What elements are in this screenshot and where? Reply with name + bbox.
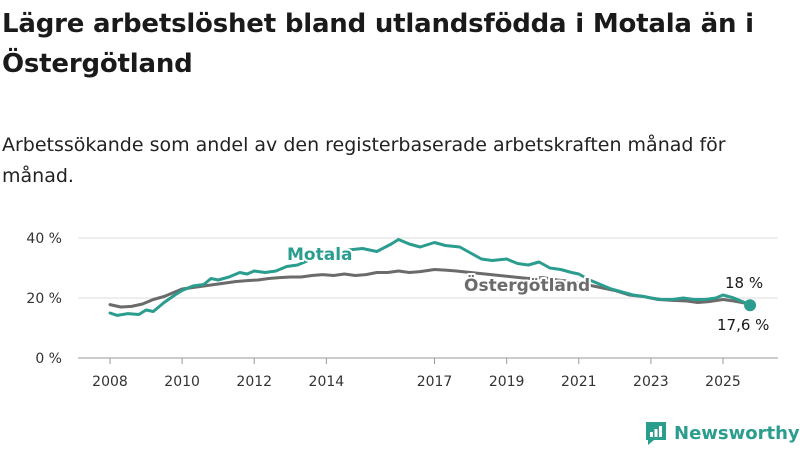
chart-title: Lägre arbetslöshet bland utlandsfödda i … xyxy=(2,9,754,79)
y-tick-label: 0 % xyxy=(35,351,62,367)
x-tick-label: 2010 xyxy=(164,374,200,390)
brand-name: Newsworthy xyxy=(674,422,800,444)
chart-subtitle: Arbetssökande som andel av den registerb… xyxy=(2,134,726,187)
x-tick-label: 2012 xyxy=(236,374,272,390)
brand-logo: Newsworthy xyxy=(644,420,800,446)
x-tick-label: 2023 xyxy=(633,374,669,390)
y-tick-label: 40 % xyxy=(26,231,62,247)
x-tick-label: 2021 xyxy=(561,374,597,390)
x-tick-label: 2017 xyxy=(417,374,453,390)
end-value-label-motala: 17,6 % xyxy=(717,316,769,334)
x-tick-label: 2014 xyxy=(309,374,345,390)
x-tick-label: 2025 xyxy=(705,374,741,390)
series-line-ostergotland xyxy=(108,268,752,309)
series-label-motala: Motala xyxy=(287,245,353,265)
x-tick-label: 2008 xyxy=(92,374,128,390)
end-point-marker xyxy=(744,299,757,312)
newsworthy-chart-logo-icon xyxy=(646,422,666,445)
series-line-motala xyxy=(108,238,752,317)
end-value-label-ostergotland: 18 % xyxy=(725,274,763,292)
series-label-ostergotland: Östergötland xyxy=(464,274,590,296)
y-tick-label: 20 % xyxy=(26,291,62,307)
x-tick-label: 2019 xyxy=(489,374,525,390)
